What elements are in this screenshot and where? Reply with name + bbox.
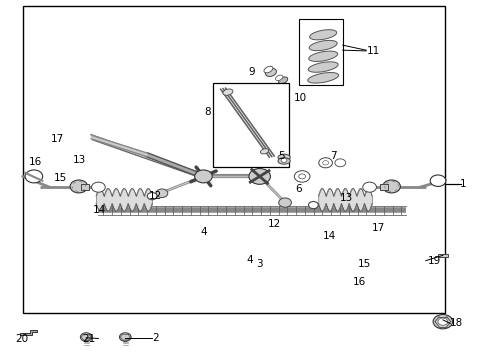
Text: 14: 14 <box>323 231 337 240</box>
Circle shape <box>147 193 157 200</box>
Text: 12: 12 <box>268 220 281 229</box>
Circle shape <box>281 158 287 162</box>
Text: 11: 11 <box>367 46 380 56</box>
Ellipse shape <box>260 149 269 154</box>
Ellipse shape <box>275 75 283 81</box>
Text: 16: 16 <box>29 157 42 167</box>
Text: 13: 13 <box>73 155 86 165</box>
Circle shape <box>156 189 168 198</box>
Text: 2: 2 <box>152 333 159 343</box>
Text: 13: 13 <box>340 193 353 203</box>
Ellipse shape <box>308 72 339 83</box>
Text: 3: 3 <box>256 259 263 269</box>
Circle shape <box>299 174 306 179</box>
Ellipse shape <box>278 77 288 84</box>
Text: 8: 8 <box>204 107 211 117</box>
Circle shape <box>438 318 448 325</box>
Circle shape <box>433 315 453 329</box>
Text: 9: 9 <box>248 67 255 77</box>
Ellipse shape <box>266 68 276 76</box>
Ellipse shape <box>308 62 338 72</box>
Ellipse shape <box>310 30 337 40</box>
Text: 17: 17 <box>51 134 64 144</box>
Ellipse shape <box>278 154 290 161</box>
Ellipse shape <box>278 158 290 164</box>
Polygon shape <box>20 330 37 335</box>
Text: 10: 10 <box>294 93 307 103</box>
Text: 7: 7 <box>330 151 336 161</box>
Text: 5: 5 <box>278 151 285 161</box>
Circle shape <box>335 159 345 167</box>
Text: 17: 17 <box>372 224 385 233</box>
Circle shape <box>249 168 270 184</box>
Circle shape <box>383 180 400 193</box>
Text: 19: 19 <box>428 256 441 266</box>
Text: 21: 21 <box>83 333 96 343</box>
Circle shape <box>80 333 92 341</box>
Ellipse shape <box>223 89 233 95</box>
Circle shape <box>430 175 446 186</box>
Bar <box>213 83 289 167</box>
Text: 12: 12 <box>148 191 162 201</box>
Text: 4: 4 <box>200 226 207 237</box>
Circle shape <box>120 333 131 341</box>
Circle shape <box>279 198 292 207</box>
Text: 15: 15 <box>357 259 370 269</box>
Circle shape <box>363 182 376 192</box>
Bar <box>380 184 388 190</box>
Circle shape <box>294 171 310 182</box>
Text: 15: 15 <box>53 173 67 183</box>
Text: 4: 4 <box>246 255 253 265</box>
Text: 20: 20 <box>15 333 28 343</box>
Circle shape <box>323 161 329 165</box>
Bar <box>438 254 448 257</box>
Circle shape <box>25 170 43 183</box>
Text: 18: 18 <box>450 319 464 328</box>
Circle shape <box>309 202 318 209</box>
Ellipse shape <box>264 66 273 73</box>
Bar <box>81 184 89 190</box>
Text: 1: 1 <box>460 179 466 189</box>
Ellipse shape <box>309 51 338 62</box>
Circle shape <box>92 182 105 192</box>
Text: 14: 14 <box>93 206 106 216</box>
Circle shape <box>319 158 332 168</box>
Circle shape <box>70 180 88 193</box>
Text: 16: 16 <box>352 277 366 287</box>
Ellipse shape <box>309 40 337 51</box>
Bar <box>23 6 445 313</box>
Circle shape <box>195 170 212 183</box>
Text: 6: 6 <box>295 184 302 194</box>
Bar <box>299 19 343 85</box>
